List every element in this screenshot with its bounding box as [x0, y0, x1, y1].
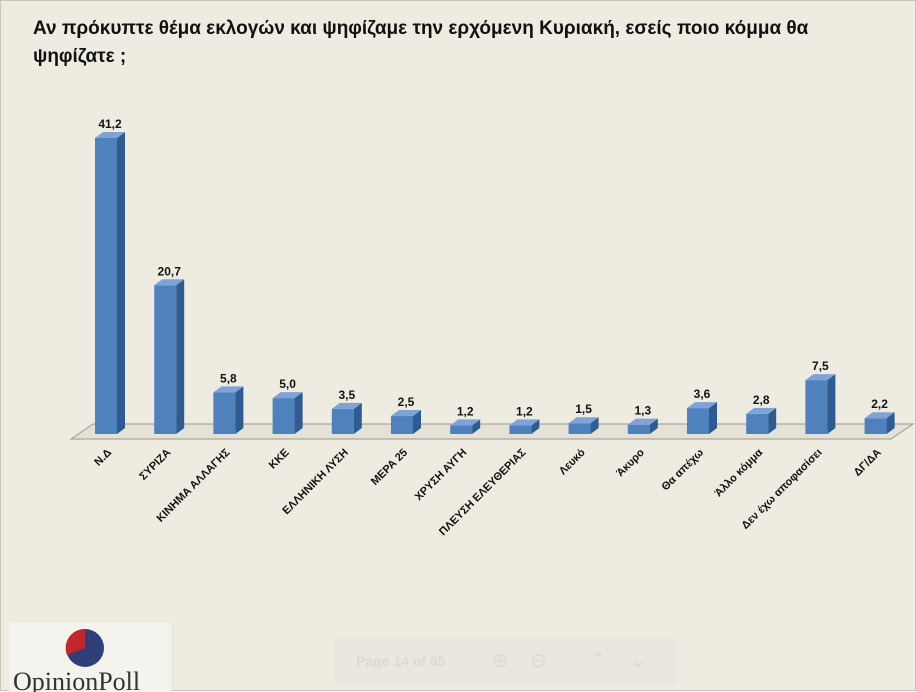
- data-label-lefko: 1,5: [575, 402, 592, 416]
- bar-kke: [272, 398, 295, 434]
- bar-top-nd: [95, 132, 125, 138]
- chart-title: Αν πρόκυπτε θέμα εκλογών και ψηφίζαμε τη…: [33, 18, 809, 67]
- bar-side-lefko: [590, 417, 599, 434]
- bar-tha-apecho: [687, 408, 709, 434]
- zoom-in-icon[interactable]: ⊕: [492, 650, 509, 672]
- data-label-allo-komma: 2,8: [753, 393, 770, 407]
- category-label-dg-da: ΔΓ/ΔΑ: [852, 447, 884, 479]
- category-label-syriza: ΣΥΡΙΖΑ: [137, 447, 173, 483]
- data-label-nd: 41,2: [98, 117, 122, 131]
- bar-top-chrysi-avgi: [450, 419, 481, 426]
- bar-nd: [95, 138, 117, 434]
- chart-floor: [69, 423, 915, 440]
- bar-mera25: [391, 416, 413, 434]
- bar-side-kinima-allagis: [235, 386, 244, 434]
- page-toolbar: Page 14 of 65 ⊕ ⊖ ⌃ ⌄: [334, 638, 677, 686]
- bar-akyro: [627, 424, 650, 434]
- data-label-kke: 5,0: [279, 377, 296, 391]
- data-label-kinima-allagis: 5,8: [220, 371, 237, 385]
- bar-chrysi-avgi: [450, 425, 473, 434]
- bar-top-dg-da: [864, 412, 895, 419]
- data-label-akyro: 1,3: [634, 404, 651, 418]
- category-label-nd: Ν.Δ: [92, 447, 114, 469]
- bar-side-syriza: [176, 279, 185, 434]
- category-label-chrysi-avgi: ΧΡΥΣΗ ΑΥΓΗ: [413, 447, 470, 504]
- bar-side-dg-da: [886, 412, 895, 434]
- bar-side-akyro: [649, 418, 658, 434]
- bar-side-den-echo-apofasisei: [827, 374, 836, 434]
- data-label-elliniki-lysi: 3,5: [338, 388, 355, 402]
- logo-mark: [65, 628, 104, 667]
- bar-side-elliniki-lysi: [353, 402, 362, 434]
- bar-top-kke: [272, 392, 303, 399]
- category-label-akyro: Άκυρο: [614, 446, 647, 479]
- data-label-mera25: 2,5: [398, 395, 415, 409]
- bar-den-echo-apofasisei: [805, 380, 828, 434]
- bar-top-den-echo-apofasisei: [805, 374, 836, 381]
- data-label-tha-apecho: 3,6: [694, 387, 711, 401]
- category-label-mera25: ΜΕΡΑ 25: [369, 447, 410, 488]
- data-label-den-echo-apofasisei: 7,5: [812, 359, 829, 373]
- bar-dg-da: [864, 418, 887, 434]
- category-label-elliniki-lysi: ΕΛΛΗΝΙΚΗ ΛΥΣΗ: [280, 447, 351, 518]
- zoom-out-icon[interactable]: ⊖: [530, 650, 547, 672]
- bar-side-mera25: [413, 410, 421, 434]
- data-label-dg-da: 2,2: [871, 397, 888, 411]
- category-label-allo-komma: Άλλο κόμμα: [713, 446, 766, 499]
- opinionpoll-logo: OpinionPoll: [9, 623, 171, 692]
- category-label-lefko: Λευκό: [557, 446, 588, 477]
- bar-allo-komma: [746, 413, 769, 434]
- bar-side-tha-apecho: [709, 402, 717, 434]
- bar-side-allo-komma: [768, 407, 777, 434]
- chevron-up-icon[interactable]: ⌃: [590, 650, 607, 672]
- bar-top-lefko: [568, 417, 599, 424]
- bar-top-akyro: [627, 418, 658, 425]
- bar-lefko: [568, 423, 591, 434]
- data-label-chrysi-avgi: 1,2: [457, 404, 474, 418]
- bar-side-nd: [117, 132, 125, 434]
- data-label-plefsi-eleftherias: 1,2: [516, 404, 533, 418]
- bar-top-allo-komma: [746, 407, 777, 414]
- bar-top-kinima-allagis: [213, 386, 244, 393]
- logo-wedge-red: [65, 628, 85, 655]
- chevron-down-icon[interactable]: ⌄: [630, 650, 647, 672]
- logo-text: OpinionPoll: [13, 667, 141, 692]
- category-label-tha-apecho: Θα απέχω: [660, 447, 707, 494]
- bar-elliniki-lysi: [331, 408, 354, 434]
- bar-side-plefsi-eleftherias: [531, 419, 540, 434]
- category-label-kke: ΚΚΕ: [267, 447, 292, 472]
- bar-plefsi-eleftherias: [509, 425, 532, 434]
- bar-top-tha-apecho: [687, 402, 717, 409]
- bar-syriza: [154, 285, 177, 434]
- bar-top-plefsi-eleftherias: [509, 419, 540, 426]
- bar-top-mera25: [391, 410, 421, 417]
- bar-kinima-allagis: [213, 392, 236, 434]
- page-indicator: Page 14 of 65: [356, 653, 446, 669]
- bar-top-elliniki-lysi: [331, 402, 362, 409]
- bar-top-syriza: [154, 279, 185, 286]
- data-label-syriza: 20,7: [158, 264, 182, 278]
- bar-side-chrysi-avgi: [472, 419, 481, 434]
- bar-side-kke: [294, 392, 303, 434]
